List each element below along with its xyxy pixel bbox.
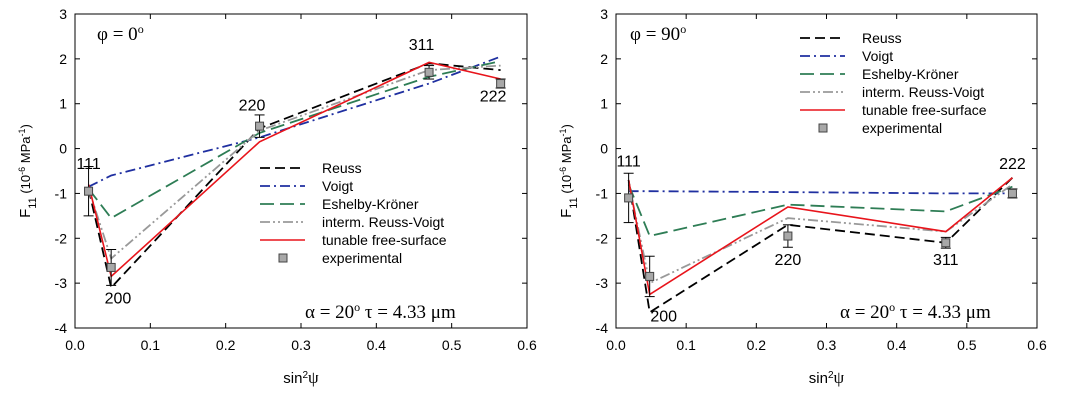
experimental-point: [496, 79, 506, 89]
y-tick-label: -4: [55, 320, 68, 336]
y-tick-label: 0: [600, 141, 608, 157]
y-tick-label: -3: [55, 275, 68, 291]
y-tick-label: 2: [59, 51, 67, 67]
x-axis-label: sin2ψ: [283, 368, 319, 387]
experimental-point: [424, 67, 434, 77]
experimental-point: [255, 121, 265, 131]
panel-phi-label: φ = 90o: [630, 22, 686, 45]
series-line-interm-reuss-voigt: [87, 64, 501, 261]
y-tick-label: -2: [596, 230, 609, 246]
x-tick-label: 0.4: [887, 337, 907, 353]
experimental-point: [84, 186, 94, 196]
legend-label: Eshelby-Kröner: [862, 66, 959, 82]
y-tick-label: 3: [59, 6, 67, 22]
chart-panel-2: -4 -3 -2 -1 0 1 2 3 0.0 0.1 0.2 0.3 0.4 0.5 0.6 sin2ψ F1…: [558, 6, 1047, 387]
x-tick-label: 0.4: [367, 337, 387, 353]
peak-label: 111: [76, 156, 100, 173]
legend-label: tunable free-surface: [322, 232, 447, 248]
annotation-alpha-tau: α = 20o τ = 4.33 μm: [305, 300, 456, 323]
experimental-point: [783, 231, 793, 241]
legend-label: interm. Reuss-Voigt: [322, 214, 444, 230]
y-tick-label: 1: [600, 96, 608, 112]
legend-label: experimental: [322, 250, 402, 266]
series-line-voigt: [88, 55, 501, 188]
legend-label: Reuss: [862, 30, 902, 46]
legend-label: Eshelby-Kröner: [322, 196, 419, 212]
panel-phi-label: φ = 0o: [97, 22, 144, 45]
annotation-alpha-tau: α = 20o τ = 4.33 μm: [840, 300, 991, 323]
experimental-point: [1007, 188, 1017, 198]
peak-label: 220: [239, 97, 266, 114]
legend-label: Reuss: [322, 160, 362, 176]
experimental-point: [106, 262, 116, 272]
legend-label: tunable free-surface: [862, 102, 987, 118]
x-tick-label: 0.1: [676, 337, 696, 353]
y-tick-label: 1: [59, 96, 67, 112]
peak-label: 200: [650, 308, 677, 325]
peak-label: 111: [616, 154, 640, 171]
y-tick-label: 2: [600, 51, 608, 67]
peak-label: 311: [933, 252, 959, 269]
peak-label: 311: [409, 37, 435, 54]
x-tick-label: 0.1: [141, 337, 161, 353]
legend: Reuss Voigt Eshelby-Kröner interm. Reuss-Vo…: [800, 30, 987, 136]
x-tick-label: 0.0: [65, 337, 85, 353]
peak-label: 200: [105, 290, 132, 307]
x-tick-label: 0.2: [216, 337, 236, 353]
y-tick-label: -1: [55, 185, 68, 201]
legend-label: experimental: [862, 120, 942, 136]
y-tick-label: -3: [596, 275, 609, 291]
y-tick-label: -1: [596, 185, 609, 201]
y-tick-label: 3: [600, 6, 608, 22]
series-line-eshelby-kr-ner: [87, 60, 501, 220]
legend: Reuss Voigt Eshelby-Kröner interm. Reuss-Vo…: [260, 160, 447, 266]
y-tick-label: -2: [55, 230, 68, 246]
peak-label: 222: [480, 88, 507, 105]
plot-frame: [615, 13, 1038, 329]
plot-frame: [74, 13, 528, 329]
series-line-tunable-free-surface: [87, 61, 501, 278]
peak-label: 222: [999, 156, 1026, 173]
x-axis-label: sin2ψ: [809, 368, 845, 387]
experimental-point: [624, 193, 634, 203]
y-axis-label: F11 (10-6 MPa-1): [17, 124, 39, 218]
legend-label: Voigt: [322, 178, 353, 194]
series-line-reuss: [627, 177, 1014, 314]
legend-label: Voigt: [862, 48, 893, 64]
legend-label: interm. Reuss-Voigt: [862, 84, 984, 100]
chart-panel-1: -4 -3 -2 -1 0 1 2 3 0.0 0.1 0.2 0.3 0.4 0.5 0.6 sin2ψ F1…: [17, 6, 537, 387]
legend-experimental-marker: [278, 253, 288, 263]
series-line-voigt: [628, 190, 1013, 195]
x-tick-label: 0.3: [291, 337, 311, 353]
peak-label: 220: [775, 252, 802, 269]
y-axis-label: F11 (10-6 MPa-1): [558, 124, 580, 218]
legend-experimental-marker: [818, 123, 828, 133]
series-line-tunable-free-surface: [627, 177, 1013, 296]
x-tick-label: 0.0: [606, 337, 626, 353]
x-tick-label: 0.6: [1027, 337, 1047, 353]
x-tick-label: 0.6: [517, 337, 537, 353]
y-tick-label: 0: [59, 141, 67, 157]
series-line-reuss: [87, 62, 501, 290]
experimental-point: [645, 271, 655, 281]
x-tick-label: 0.5: [957, 337, 977, 353]
y-tick-label: -4: [596, 320, 609, 336]
x-tick-label: 0.5: [442, 337, 462, 353]
series-line-interm-reuss-voigt: [627, 182, 1013, 285]
x-tick-label: 0.2: [747, 337, 767, 353]
x-tick-label: 0.3: [817, 337, 837, 353]
experimental-point: [941, 238, 951, 248]
